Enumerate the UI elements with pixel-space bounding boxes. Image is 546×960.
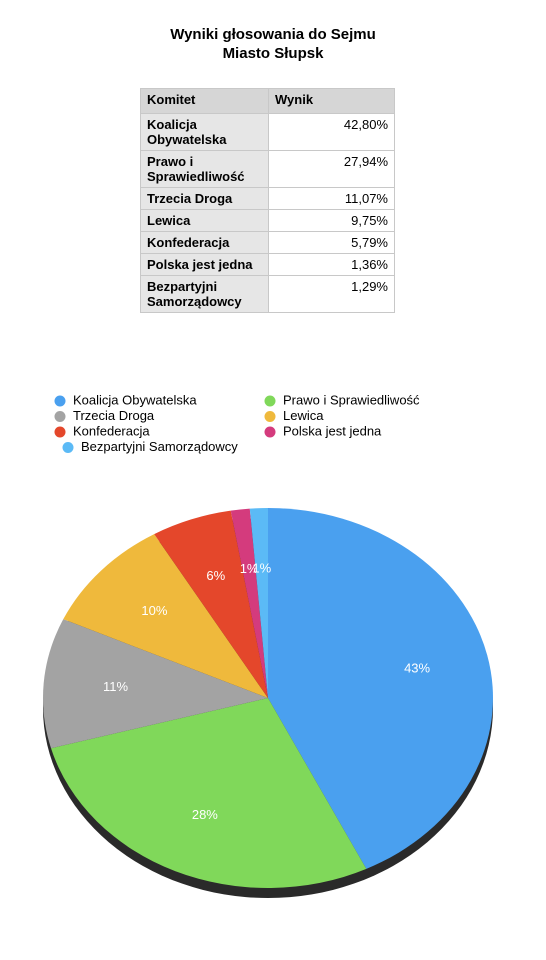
slice-label: 6% [206, 568, 225, 583]
results-table: Komitet Wynik Koalicja Obywatelska 42,80% P… [140, 88, 395, 313]
slice-label: 43% [404, 660, 430, 675]
legend-marker [54, 395, 66, 407]
header-cell: Wynik [268, 88, 395, 114]
party-cell: Koalicja Obywatelska [140, 113, 269, 151]
result-cell: 42,80% [268, 113, 395, 151]
legend-label: Trzecia Droga [73, 408, 155, 423]
party-cell: Bezpartyjni Samorządowcy [140, 275, 269, 313]
legend-label: Koalicja Obywatelska [73, 392, 197, 407]
pie-slice [249, 508, 268, 698]
pie-slice [63, 534, 269, 698]
header-cell: Komitet [140, 88, 269, 114]
pie-slice [42, 619, 269, 749]
pie-slice [230, 508, 268, 698]
legend-marker [264, 426, 276, 438]
subtitle: Miasto Słupsk [222, 45, 324, 62]
slice-label: 1% [240, 561, 259, 576]
table-row: Bezpartyjni Samorządowcy 1,29% [140, 275, 395, 313]
slice-label: 10% [141, 603, 167, 618]
legend-marker [264, 395, 276, 407]
legend-label: Konfederacja [73, 423, 150, 438]
table-row: Koalicja Obywatelska 42,80% [140, 113, 395, 151]
party-cell: Prawo i Sprawiedliwość [140, 150, 269, 188]
title: Wyniki głosowania do Sejmu [170, 26, 376, 43]
legend-label: Prawo i Sprawiedliwość [283, 392, 420, 407]
legend-marker [62, 442, 74, 453]
pie-slice [51, 698, 367, 889]
table-row: Konfederacja 5,79% [140, 231, 395, 254]
table-row: Trzecia Droga 11,07% [140, 187, 395, 210]
result-cell: 1,29% [268, 275, 395, 313]
slice-label: 11% [103, 679, 128, 694]
party-cell: Trzecia Droga [140, 187, 269, 210]
legend-marker [264, 411, 276, 422]
legend-label: Lewica [283, 408, 324, 423]
legend-label: Bezpartyjni Samorządowcy [81, 439, 238, 454]
legend-label: Polska jest jedna [283, 423, 382, 438]
party-cell: Konfederacja [140, 231, 269, 254]
table-row: Prawo i Sprawiedliwość 27,94% [140, 150, 395, 188]
legend-marker [54, 411, 66, 422]
pie-slice [154, 510, 268, 698]
slice-label: 28% [192, 807, 218, 822]
slice-label: 1% [252, 560, 271, 575]
party-cell: Polska jest jedna [140, 253, 269, 276]
pie-slice [268, 508, 493, 869]
legend-marker [54, 426, 66, 438]
